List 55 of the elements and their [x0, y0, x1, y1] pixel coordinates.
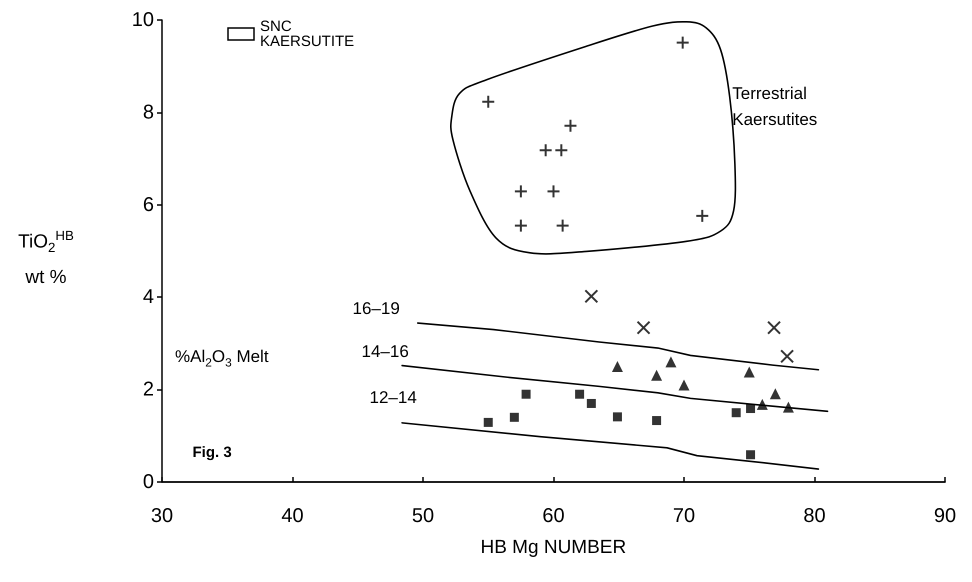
- y-tick-label: 0: [142, 471, 154, 493]
- x-axis-title: HB Mg NUMBER: [480, 537, 626, 559]
- point: [746, 450, 756, 460]
- x-tick-label: 60: [542, 505, 565, 527]
- point: [767, 320, 782, 335]
- y-tick-label: 8: [142, 101, 154, 124]
- y-tick-label: 2: [142, 378, 154, 401]
- x-tick-label: 30: [150, 505, 174, 527]
- point: [782, 402, 794, 413]
- point: [651, 370, 662, 381]
- point: [586, 398, 596, 408]
- point: [612, 412, 622, 422]
- y-tick-label: 10: [132, 9, 154, 31]
- point: [481, 94, 496, 109]
- text: Terrestrial Kaersutites: [732, 83, 818, 131]
- point: [665, 356, 676, 368]
- point: [780, 349, 794, 364]
- annotation: SNC KAERSUTITE: [260, 18, 356, 50]
- point: [636, 320, 651, 335]
- point: [678, 379, 690, 390]
- line-series: [416, 322, 820, 371]
- x-tick-label: 90: [934, 505, 956, 527]
- point: [746, 404, 756, 414]
- point: [612, 361, 623, 372]
- annotation: 12–14: [370, 388, 417, 408]
- point: [676, 36, 690, 50]
- point: [584, 289, 598, 304]
- y-tick-label: 4: [142, 286, 154, 308]
- point: [695, 208, 710, 223]
- annotation: Fig. 3: [192, 444, 232, 460]
- x-tick-label: 80: [803, 505, 826, 527]
- point: [652, 416, 662, 426]
- point: [556, 218, 570, 233]
- point: [514, 184, 528, 198]
- point: [756, 398, 768, 410]
- point: [575, 390, 584, 399]
- point: [514, 218, 528, 233]
- x-tick-label: 50: [412, 505, 434, 527]
- point: [522, 390, 531, 399]
- point: [744, 366, 755, 378]
- x-tick-label: 40: [281, 505, 304, 527]
- y-tick-label: 6: [142, 194, 154, 216]
- point: [484, 418, 493, 427]
- point: [538, 143, 553, 158]
- annotation: %Al$_{2}$O$_{3}$ Melt: [175, 347, 269, 370]
- point: [770, 388, 781, 400]
- point: [510, 412, 519, 422]
- annotation: 14–16: [362, 342, 409, 362]
- point: [554, 143, 568, 158]
- x-tick-label: 70: [672, 505, 696, 527]
- line-series: [401, 422, 820, 470]
- point: [546, 184, 560, 198]
- annotation: 16–19: [352, 299, 400, 319]
- point: [563, 118, 578, 133]
- point: [732, 408, 741, 418]
